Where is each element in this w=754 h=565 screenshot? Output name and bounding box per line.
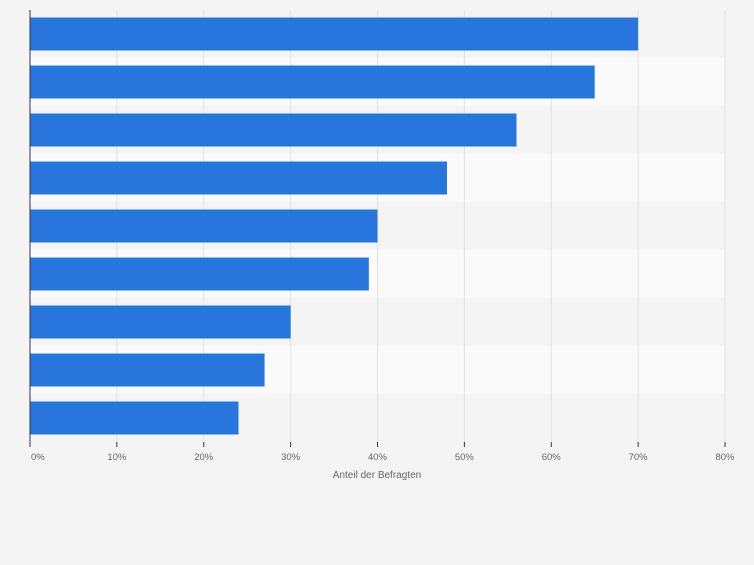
x-tick-label: 50% <box>455 452 475 463</box>
x-tick-label: 0% <box>31 452 45 463</box>
x-tick-label: 80% <box>715 452 735 463</box>
x-tick-label: 20% <box>194 452 214 463</box>
bar[interactable] <box>30 354 265 387</box>
bar[interactable] <box>30 258 369 291</box>
bar[interactable] <box>30 162 447 195</box>
x-axis-title: Anteil der Befragten <box>333 470 421 481</box>
x-tick-label: 60% <box>542 452 562 463</box>
x-tick-label: 70% <box>629 452 649 463</box>
x-tick-labels: 0% 10% 20% 30% 40% 50% 60% 70% 80% <box>30 442 735 463</box>
bar[interactable] <box>30 306 291 339</box>
bar[interactable] <box>30 66 595 99</box>
x-tick-label: 40% <box>368 452 388 463</box>
x-tick-label: 30% <box>281 452 301 463</box>
x-tick-label: 10% <box>107 452 127 463</box>
bar[interactable] <box>30 210 378 243</box>
bar[interactable] <box>30 402 239 435</box>
bar[interactable] <box>30 114 517 147</box>
bar[interactable] <box>30 18 638 51</box>
